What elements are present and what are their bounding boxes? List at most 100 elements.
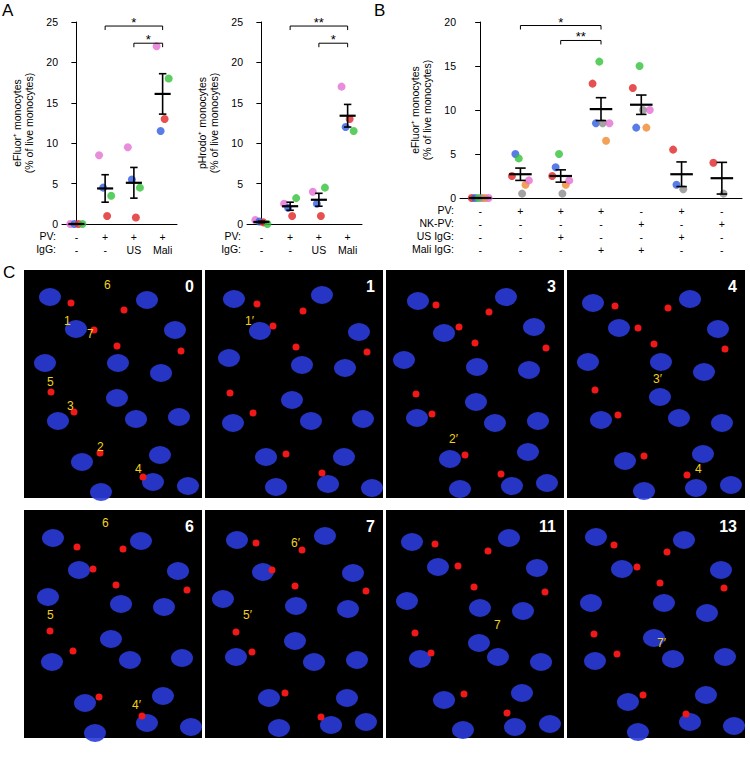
svg-text:11: 11 (539, 518, 556, 535)
svg-text:6: 6 (185, 518, 194, 535)
svg-text:Mali: Mali (338, 244, 357, 256)
svg-text:3′: 3′ (653, 372, 663, 386)
svg-text:20: 20 (46, 56, 58, 68)
svg-text:+: + (160, 231, 166, 243)
svg-text:+: + (638, 218, 644, 230)
svg-text:7: 7 (366, 518, 375, 535)
svg-text:-: - (599, 231, 603, 243)
svg-text:5: 5 (450, 148, 456, 160)
svg-text:7: 7 (494, 618, 501, 632)
svg-text:**: ** (314, 15, 324, 30)
svg-text:15: 15 (231, 97, 243, 109)
svg-text:PV:: PV: (224, 230, 241, 242)
svg-text:eFluor⁺ monocytes: eFluor⁺ monocytes (409, 66, 421, 153)
svg-text:+: + (719, 218, 725, 230)
svg-text:IgG:: IgG: (36, 243, 56, 255)
svg-text:-: - (640, 231, 644, 243)
svg-text:(% of live monocytes): (% of live monocytes) (23, 73, 35, 173)
svg-text:6: 6 (102, 516, 109, 530)
svg-text:5: 5 (47, 608, 54, 622)
svg-text:-: - (260, 231, 264, 243)
svg-text:+: + (679, 205, 685, 217)
svg-text:4′: 4′ (132, 698, 142, 712)
svg-text:(% of live monocytes): (% of live monocytes) (421, 60, 433, 160)
svg-text:3: 3 (547, 278, 556, 295)
svg-text:+: + (131, 231, 137, 243)
svg-text:-: - (640, 205, 644, 217)
svg-text:+: + (316, 231, 322, 243)
svg-text:+: + (638, 244, 644, 256)
svg-text:PV:: PV: (39, 230, 56, 242)
svg-text:10: 10 (231, 137, 243, 149)
svg-text:-: - (75, 231, 79, 243)
svg-text:0: 0 (52, 218, 58, 230)
svg-text:6′: 6′ (291, 536, 301, 550)
svg-text:0: 0 (450, 192, 456, 204)
svg-text:+: + (598, 244, 604, 256)
svg-text:13: 13 (719, 518, 737, 535)
svg-text:-: - (478, 231, 482, 243)
svg-text:A: A (2, 1, 14, 20)
svg-text:+: + (102, 231, 108, 243)
svg-text:US: US (312, 244, 327, 256)
svg-text:-: - (599, 218, 603, 230)
svg-text:20: 20 (444, 16, 456, 28)
svg-text:*: * (558, 15, 563, 30)
svg-text:(% of live monocytes): (% of live monocytes) (208, 73, 220, 173)
svg-text:1′: 1′ (245, 314, 255, 328)
svg-text:-: - (559, 244, 563, 256)
svg-text:-: - (519, 218, 523, 230)
svg-text:-: - (260, 244, 264, 256)
svg-text:+: + (598, 205, 604, 217)
svg-text:4: 4 (728, 278, 737, 295)
svg-text:7: 7 (87, 327, 94, 341)
svg-text:3: 3 (67, 399, 74, 413)
svg-text:2′: 2′ (449, 432, 459, 446)
svg-text:-: - (478, 244, 482, 256)
svg-text:5: 5 (52, 178, 58, 190)
svg-text:**: ** (576, 29, 586, 44)
svg-text:NK-PV:: NK-PV: (419, 217, 454, 229)
svg-text:+: + (558, 231, 564, 243)
svg-text:6: 6 (104, 278, 111, 292)
svg-text:10: 10 (46, 137, 58, 149)
svg-text:15: 15 (46, 97, 58, 109)
svg-text:*: * (331, 32, 336, 47)
svg-text:-: - (103, 244, 107, 256)
svg-text:5′: 5′ (243, 608, 253, 622)
svg-text:-: - (720, 205, 724, 217)
svg-text:2: 2 (97, 440, 104, 454)
svg-text:4: 4 (695, 462, 702, 476)
svg-text:B: B (374, 1, 385, 20)
svg-text:25: 25 (231, 16, 243, 28)
svg-text:0: 0 (237, 218, 243, 230)
svg-text:4: 4 (135, 462, 142, 476)
svg-text:1: 1 (366, 278, 375, 295)
svg-text:-: - (720, 231, 724, 243)
svg-text:1: 1 (64, 314, 71, 328)
svg-text:10: 10 (444, 104, 456, 116)
svg-text:+: + (345, 231, 351, 243)
svg-text:pHrodo⁺ monocytes: pHrodo⁺ monocytes (196, 77, 208, 169)
svg-text:Mali: Mali (153, 244, 172, 256)
svg-text:-: - (75, 244, 79, 256)
svg-text:7′: 7′ (657, 636, 667, 650)
svg-text:+: + (679, 231, 685, 243)
svg-text:-: - (720, 244, 724, 256)
svg-text:*: * (146, 32, 151, 47)
svg-text:-: - (478, 218, 482, 230)
svg-text:-: - (680, 244, 684, 256)
svg-text:-: - (519, 231, 523, 243)
svg-text:+: + (287, 231, 293, 243)
svg-text:US: US (127, 244, 142, 256)
svg-text:15: 15 (444, 60, 456, 72)
svg-text:25: 25 (46, 16, 58, 28)
svg-text:*: * (131, 15, 136, 30)
svg-text:IgG:: IgG: (221, 243, 241, 255)
svg-text:PV:: PV: (437, 204, 454, 216)
svg-text:-: - (288, 244, 292, 256)
svg-text:-: - (478, 205, 482, 217)
svg-text:+: + (558, 205, 564, 217)
svg-text:C: C (3, 263, 15, 282)
svg-text:-: - (559, 218, 563, 230)
